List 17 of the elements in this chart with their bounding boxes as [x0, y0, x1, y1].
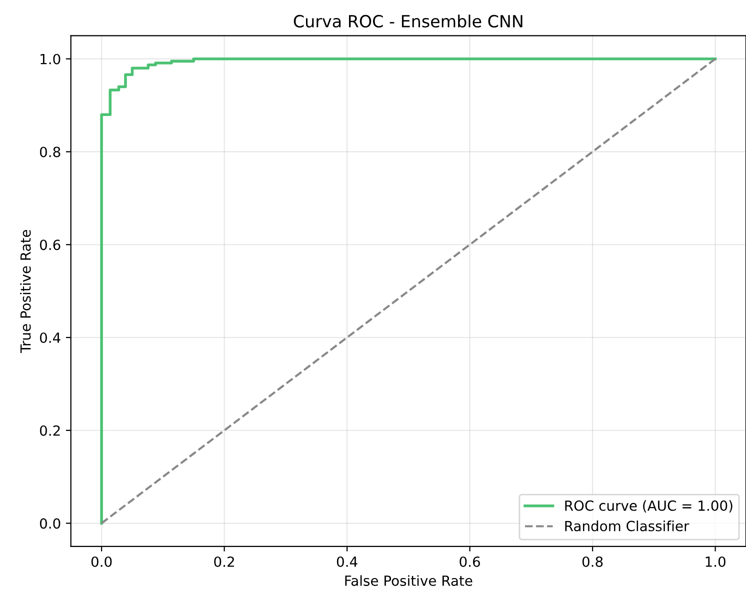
y-tick-label: 0.2 [40, 425, 60, 436]
legend-label: ROC curve (AUC = 1.00) [565, 500, 732, 513]
y-tick-label: 0.0 [40, 518, 60, 529]
x-tick-label: 0.8 [582, 556, 603, 567]
chart-title: Curva ROC - Ensemble CNN [294, 14, 522, 28]
x-tick-label: 1.0 [706, 556, 726, 567]
y-tick-label: 1.0 [40, 54, 60, 64]
legend-label: Random Classifier [565, 520, 690, 532]
x-tick-label: 0.2 [214, 556, 234, 567]
x-tick-label: 0.6 [460, 556, 480, 567]
x-tick-label: 0.4 [336, 556, 358, 567]
y-axis-title: True Positive Rate [20, 230, 31, 353]
y-tick-label: 0.6 [40, 240, 60, 250]
x-axis-title: False Positive Rate [345, 575, 472, 586]
x-tick-label: 0.0 [91, 556, 112, 567]
y-tick-label: 0.8 [40, 146, 60, 158]
y-tick-label: 0.4 [40, 332, 60, 343]
